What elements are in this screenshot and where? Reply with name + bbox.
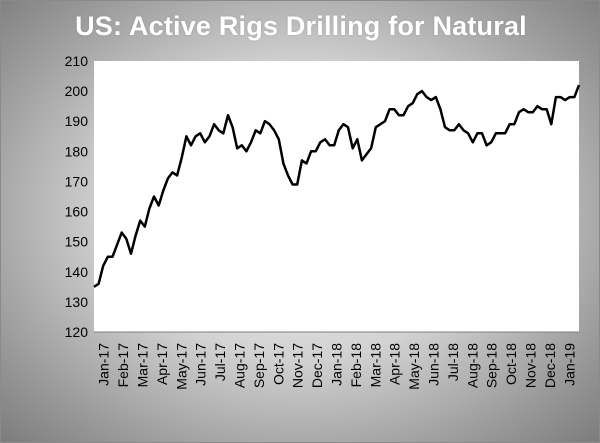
y-tick-label: 120 [65, 324, 89, 340]
y-tick-label: 130 [65, 294, 89, 310]
x-tick-label: Jul-17 [212, 343, 228, 381]
plot-area [94, 61, 579, 332]
x-tick-label: Aug-18 [464, 343, 480, 388]
x-tick-label: Mar-17 [135, 343, 151, 388]
y-tick-label: 140 [65, 264, 89, 280]
y-tick-label: 210 [65, 53, 89, 69]
chart-title: US: Active Rigs Drilling for Natural [75, 11, 527, 41]
x-tick-label: Nov-18 [523, 343, 539, 388]
y-tick-label: 170 [65, 173, 89, 189]
x-tick-label: Sep-17 [251, 343, 267, 388]
x-tick-label: Jan-18 [329, 343, 345, 386]
x-tick-label: Sep-18 [484, 343, 500, 388]
x-tick-label: Jun-17 [193, 343, 209, 386]
x-tick-label: Feb-17 [115, 343, 131, 388]
x-tick-label: Oct-17 [270, 343, 286, 385]
x-tick-label: Feb-18 [348, 343, 364, 388]
x-tick-label: Nov-17 [290, 343, 306, 388]
x-tick-label: Jan-19 [561, 343, 577, 386]
y-tick-label: 160 [65, 204, 89, 220]
series-line-0 [93, 84, 581, 288]
x-tick-label: Mar-18 [367, 343, 383, 388]
x-tick-label: Jan-17 [96, 343, 112, 386]
x-tick-label: Apr-18 [387, 343, 403, 385]
x-tick-label: Dec-17 [309, 343, 325, 388]
x-axis: Jan-17 Feb-17 Mar-17 Apr-17 May-17 Jun-17 Jul-… [94, 331, 579, 390]
x-tick-label: Jul-18 [445, 343, 461, 381]
y-tick-label: 150 [65, 234, 89, 250]
x-tick-label: Aug-17 [232, 343, 248, 388]
y-tick-label: 180 [65, 143, 89, 159]
x-tick-label: Apr-17 [154, 343, 170, 385]
x-tick-label: Dec-18 [542, 343, 558, 388]
x-tick-label: Jun-18 [426, 343, 442, 386]
series-group [93, 84, 581, 288]
y-axis: 120 130 140 150 160 170 180 190 200 210 [65, 53, 89, 340]
x-tick-label: May-17 [173, 343, 189, 390]
y-tick-label: 200 [65, 83, 89, 99]
y-tick-label: 190 [65, 113, 89, 129]
x-tick-label: Oct-18 [503, 343, 519, 385]
x-tick-label: May-18 [406, 343, 422, 390]
